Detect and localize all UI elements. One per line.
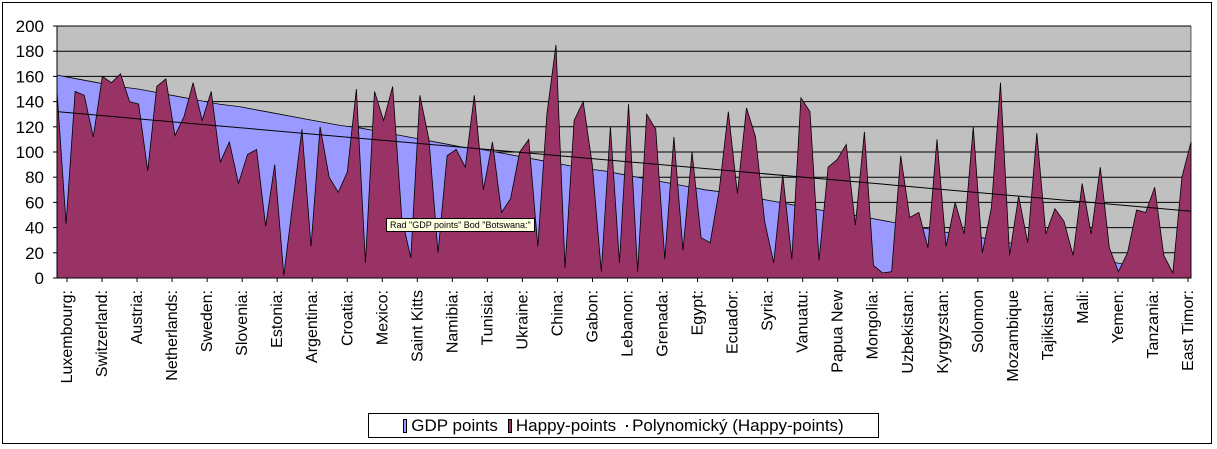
x-tick-label: Solomon bbox=[970, 290, 987, 353]
trendline bbox=[56, 111, 1192, 212]
y-tick-label: 0 bbox=[35, 269, 44, 288]
y-tick-label: 200 bbox=[16, 17, 44, 36]
y-tick-label: 120 bbox=[16, 118, 44, 137]
legend-label-gdp: GDP points bbox=[411, 415, 498, 435]
x-tick-label: Yemen: bbox=[1110, 290, 1127, 344]
x-tick-label: Namibia: bbox=[444, 290, 461, 353]
x-tick-label: Vanuatu: bbox=[795, 290, 812, 353]
x-tick-label: Mozambique bbox=[1005, 290, 1022, 382]
x-tick-label: Netherlands: bbox=[164, 290, 181, 381]
plot-area bbox=[56, 25, 1192, 279]
legend-item-gdp[interactable]: GDP points bbox=[403, 416, 498, 436]
x-tick-label: Ecuador: bbox=[725, 290, 742, 354]
x-tick-label: Estonia: bbox=[269, 290, 286, 348]
x-tick-label: Argentina: bbox=[304, 290, 321, 363]
x-tick-label: Tajikistan: bbox=[1040, 290, 1057, 360]
series-area-1 bbox=[56, 44, 1192, 279]
axes: 0 20 40 60 80 100 120 140 160 180 200 Luxembourg: Sw… bbox=[16, 17, 1197, 383]
x-tick-label: Syria: bbox=[760, 290, 777, 331]
legend-key-happy bbox=[507, 418, 512, 433]
data-tooltip: Rad "GDP points" Bod "Botswana:" bbox=[386, 218, 535, 232]
x-tick-label: East Timor: bbox=[1180, 290, 1197, 371]
x-tick-label: Slovenia: bbox=[234, 290, 251, 356]
x-tick-label: Mexico: bbox=[374, 290, 391, 345]
y-tick-label: 80 bbox=[25, 168, 44, 187]
x-tick-label: Grenada: bbox=[655, 290, 672, 357]
x-tick-label: Tunisia: bbox=[479, 290, 496, 345]
x-tick-label: Switzerland: bbox=[94, 290, 111, 377]
y-tick-label: 60 bbox=[25, 193, 44, 212]
x-tick-label: China: bbox=[549, 290, 566, 336]
x-tick-label: Austria: bbox=[129, 290, 146, 344]
x-tick-label: Gabon: bbox=[584, 290, 601, 342]
y-tick-label: 100 bbox=[16, 143, 44, 162]
x-tick-label: Sweden: bbox=[199, 290, 216, 352]
y-tick-label: 180 bbox=[16, 42, 44, 61]
chart-legend[interactable]: GDP points Happy-points Polynomický (Hap… bbox=[368, 413, 879, 438]
x-tick-label: Mali: bbox=[1075, 290, 1092, 324]
x-tick-label: Saint Kitts bbox=[409, 290, 426, 362]
legend-key-trendline bbox=[626, 424, 629, 427]
legend-key-gdp bbox=[403, 418, 408, 433]
x-tick-label: Kyrgyzstan: bbox=[935, 290, 952, 374]
legend-item-happy[interactable]: Happy-points bbox=[507, 415, 617, 436]
x-tick-label: Ukraine: bbox=[514, 290, 531, 350]
x-tick-label: Luxembourg: bbox=[59, 290, 76, 383]
y-tick-label: 20 bbox=[25, 244, 44, 263]
y-tick-label: 140 bbox=[16, 93, 44, 112]
x-tick-label: Croatia: bbox=[339, 290, 356, 346]
legend-label-happy: Happy-points bbox=[515, 415, 617, 435]
y-tick-label: 40 bbox=[25, 219, 44, 238]
x-tick-label: Tanzania: bbox=[1145, 290, 1162, 359]
legend-label-trendline: Polynomický (Happy-points) bbox=[632, 415, 844, 435]
y-tick-label: 160 bbox=[16, 67, 44, 86]
x-tick-label: Egypt: bbox=[690, 290, 707, 335]
x-tick-label: Uzbekistan: bbox=[900, 290, 917, 374]
x-tick-label: Lebanon: bbox=[620, 290, 637, 357]
x-tick-label: Mongolia: bbox=[865, 290, 882, 359]
x-tick-label: Papua New bbox=[830, 290, 847, 373]
legend-item-trendline[interactable]: Polynomický (Happy-points) bbox=[626, 416, 844, 436]
